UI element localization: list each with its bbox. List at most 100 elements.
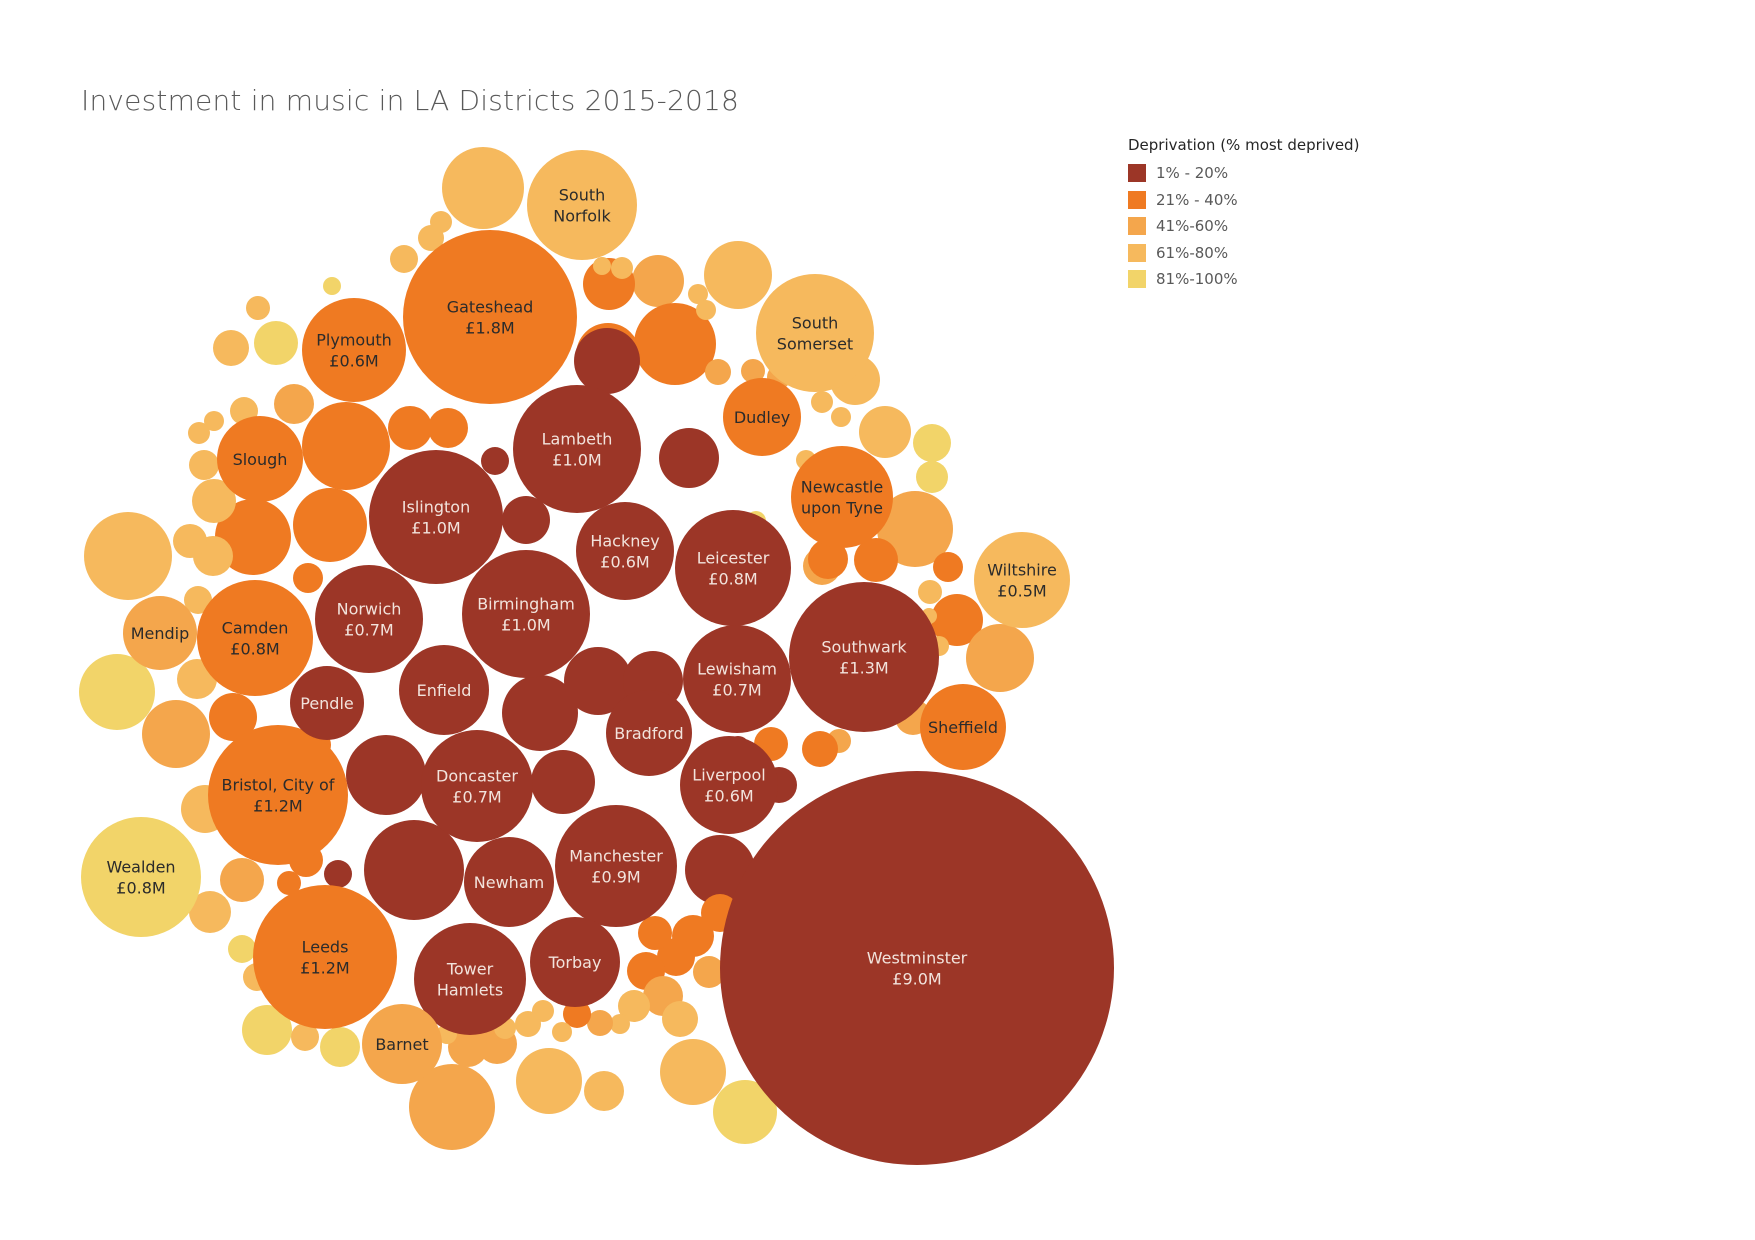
bubble-wealden[interactable]	[81, 817, 201, 937]
bubble-newham[interactable]	[464, 837, 554, 927]
bubble-bristol-city-of[interactable]	[208, 725, 348, 865]
bubble-mark[interactable]	[808, 539, 848, 579]
bubble-mark[interactable]	[502, 496, 550, 544]
bubble-mark[interactable]	[563, 1000, 591, 1028]
bubble-mark[interactable]	[704, 241, 772, 309]
legend-item-61-80[interactable]: 61%-80%	[1128, 240, 1359, 267]
bubble-mark[interactable]	[184, 586, 212, 614]
bubble-mark[interactable]	[254, 321, 298, 365]
bubble-mark[interactable]	[388, 406, 432, 450]
bubble-pendle[interactable]	[290, 666, 364, 740]
bubble-mark[interactable]	[428, 408, 468, 448]
bubble-mark[interactable]	[142, 700, 210, 768]
bubble-hackney[interactable]	[576, 502, 674, 600]
bubble-mark[interactable]	[584, 1071, 624, 1111]
bubble-mark[interactable]	[696, 300, 716, 320]
bubble-mark[interactable]	[705, 359, 731, 385]
bubble-mark[interactable]	[442, 147, 524, 229]
bubble-mark[interactable]	[277, 871, 301, 895]
bubble-islington[interactable]	[369, 450, 503, 584]
bubble-birmingham[interactable]	[462, 550, 590, 678]
bubble-mark[interactable]	[931, 594, 983, 646]
bubble-mark[interactable]	[323, 277, 341, 295]
bubble-mark[interactable]	[593, 257, 611, 275]
bubble-camden[interactable]	[197, 580, 313, 696]
bubble-mark[interactable]	[688, 284, 708, 304]
bubble-mark[interactable]	[877, 491, 953, 567]
bubble-mark[interactable]	[913, 424, 951, 462]
bubble-mark[interactable]	[188, 422, 210, 444]
bubble-mark[interactable]	[660, 1039, 726, 1105]
bubble-tower-hamlets[interactable]	[414, 923, 526, 1035]
legend-item-21-40[interactable]: 21% - 40%	[1128, 187, 1359, 214]
bubble-gateshead[interactable]	[403, 230, 577, 404]
bubble-mark[interactable]	[634, 303, 716, 385]
bubble-mark[interactable]	[79, 654, 155, 730]
bubble-mark[interactable]	[854, 538, 898, 582]
bubble-mark[interactable]	[189, 891, 231, 933]
bubble-mark[interactable]	[346, 735, 426, 815]
bubble-mark[interactable]	[293, 488, 367, 562]
bubble-mark[interactable]	[228, 935, 256, 963]
bubble-mark[interactable]	[189, 450, 219, 480]
bubble-mark[interactable]	[246, 296, 270, 320]
bubble-mark[interactable]	[966, 624, 1034, 692]
bubble-mark[interactable]	[741, 359, 765, 383]
bubble-mendip[interactable]	[123, 596, 197, 670]
bubble-mark[interactable]	[516, 1048, 582, 1114]
bubble-mark[interactable]	[209, 693, 257, 741]
bubble-slough[interactable]	[217, 416, 303, 502]
bubble-leeds[interactable]	[253, 885, 397, 1029]
bubble-mark[interactable]	[610, 1014, 630, 1034]
bubble-torbay[interactable]	[530, 917, 620, 1007]
bubble-mark[interactable]	[693, 956, 725, 988]
bubble-mark[interactable]	[659, 428, 719, 488]
bubble-mark[interactable]	[859, 406, 911, 458]
bubble-southwark[interactable]	[789, 582, 939, 732]
bubble-mark[interactable]	[802, 731, 838, 767]
bubble-mark[interactable]	[618, 990, 650, 1022]
bubble-mark[interactable]	[293, 563, 323, 593]
bubble-mark[interactable]	[390, 245, 418, 273]
legend-item-1-20[interactable]: 1% - 20%	[1128, 160, 1359, 187]
bubble-mark[interactable]	[291, 1023, 319, 1051]
bubble-mark[interactable]	[84, 512, 172, 600]
bubble-norwich[interactable]	[315, 565, 423, 673]
bubble-mark[interactable]	[657, 938, 695, 976]
bubble-mark[interactable]	[215, 499, 291, 575]
bubble-barnet[interactable]	[362, 1004, 442, 1084]
bubble-mark[interactable]	[611, 257, 633, 279]
bubble-manchester[interactable]	[555, 805, 677, 927]
bubble-lambeth[interactable]	[513, 385, 641, 513]
bubble-mark[interactable]	[574, 328, 640, 394]
bubble-mark[interactable]	[242, 1005, 292, 1055]
bubble-liverpool[interactable]	[680, 736, 778, 834]
bubble-mark[interactable]	[364, 820, 464, 920]
bubble-mark[interactable]	[430, 211, 452, 233]
bubble-mark[interactable]	[713, 1080, 777, 1144]
bubble-mark[interactable]	[564, 647, 632, 715]
bubble-mark[interactable]	[502, 675, 578, 751]
bubble-mark[interactable]	[918, 580, 942, 604]
legend-item-41-60[interactable]: 41%-60%	[1128, 213, 1359, 240]
bubble-sheffield[interactable]	[920, 684, 1006, 770]
bubble-mark[interactable]	[173, 524, 207, 558]
bubble-plymouth[interactable]	[302, 298, 406, 402]
bubble-mark[interactable]	[409, 1064, 495, 1150]
bubble-mark[interactable]	[933, 552, 963, 582]
bubble-mark[interactable]	[320, 1027, 360, 1067]
bubble-lewisham[interactable]	[683, 625, 791, 733]
bubble-doncaster[interactable]	[421, 730, 533, 842]
bubble-south-somerset[interactable]	[756, 274, 874, 392]
bubble-mark[interactable]	[481, 447, 509, 475]
bubble-westminster[interactable]	[720, 771, 1114, 1165]
bubble-enfield[interactable]	[399, 645, 489, 735]
bubble-mark[interactable]	[274, 384, 314, 424]
bubble-mark[interactable]	[448, 1027, 488, 1067]
bubble-mark[interactable]	[220, 858, 264, 902]
bubble-leicester[interactable]	[675, 510, 791, 626]
legend-item-81-100[interactable]: 81%-100%	[1128, 266, 1359, 293]
bubble-wiltshire[interactable]	[974, 532, 1070, 628]
bubble-mark[interactable]	[302, 402, 390, 490]
bubble-mark[interactable]	[638, 916, 672, 950]
